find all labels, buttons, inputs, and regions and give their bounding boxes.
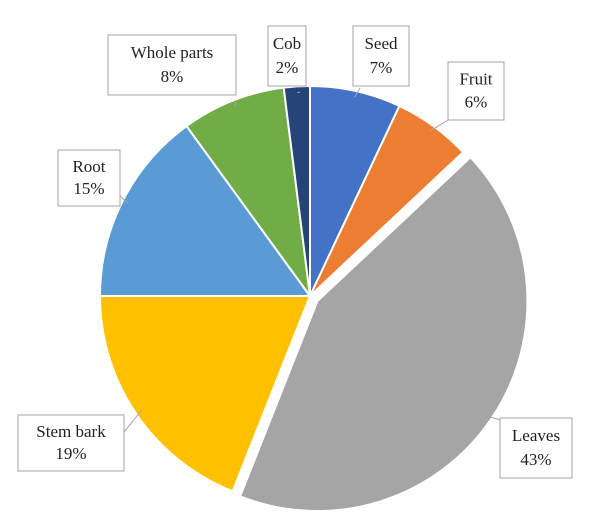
- pie-slice: [185, 86, 311, 297]
- pie-slice: [238, 155, 529, 512]
- value-label: 2%: [276, 58, 299, 77]
- pie-slice: [309, 104, 465, 297]
- pie-slice: [98, 295, 312, 493]
- label-box: [352, 25, 410, 87]
- value-label: 7%: [370, 58, 393, 77]
- value-label: 43%: [520, 450, 551, 469]
- category-label: Leaves: [512, 426, 560, 445]
- leader-line: [123, 410, 142, 433]
- value-label: 6%: [465, 93, 488, 112]
- leader-line: [429, 119, 449, 132]
- category-label: Stem bark: [36, 422, 106, 441]
- category-label: Fruit: [459, 69, 492, 88]
- label-box: [17, 414, 125, 472]
- category-label: Root: [72, 157, 105, 176]
- leader-line: [119, 195, 129, 204]
- label-box: [57, 149, 121, 207]
- label-box: [267, 25, 307, 87]
- label-box: [107, 34, 237, 96]
- leader-line: [354, 87, 361, 98]
- leader-line: [297, 91, 301, 94]
- leader-line: [485, 415, 501, 421]
- leader-line: [234, 99, 237, 107]
- category-label: Cob: [273, 34, 301, 53]
- label-box: [499, 417, 573, 479]
- value-label: 15%: [73, 179, 104, 198]
- value-label: 19%: [55, 444, 86, 463]
- value-label: 8%: [161, 67, 184, 86]
- category-label: Seed: [364, 34, 398, 53]
- pie-slice: [98, 124, 312, 297]
- category-label: Whole parts: [131, 43, 214, 62]
- label-box: [447, 61, 505, 121]
